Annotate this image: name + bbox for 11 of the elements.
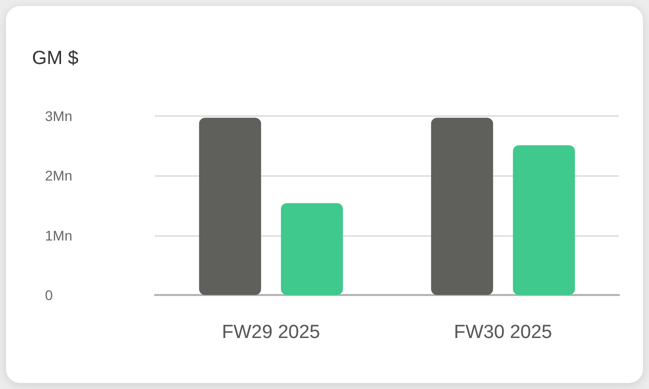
y-tick-label: 3Mn	[45, 108, 72, 124]
y-tick-label: 0	[45, 287, 53, 303]
x-tick-label: FW29 2025	[222, 322, 320, 343]
y-tick-label: 1Mn	[45, 227, 72, 244]
bar	[280, 203, 343, 295]
bar	[199, 118, 262, 295]
bar	[431, 118, 494, 295]
x-tick-label: FW30 2025	[454, 322, 552, 343]
bar	[512, 145, 575, 295]
chart-title: GM $	[32, 48, 79, 69]
y-tick-label: 2Mn	[45, 168, 72, 184]
